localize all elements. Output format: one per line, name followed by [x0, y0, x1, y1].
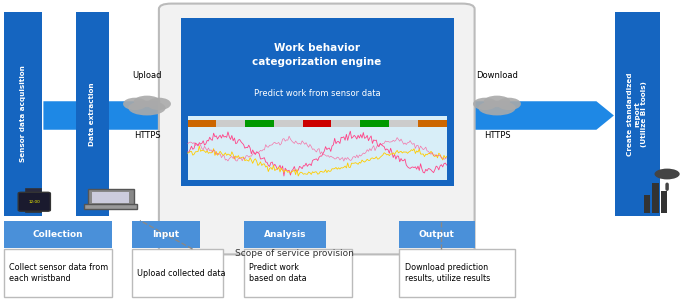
FancyBboxPatch shape — [661, 190, 667, 213]
FancyBboxPatch shape — [88, 189, 134, 205]
Text: Collect sensor data from
each wristband: Collect sensor data from each wristband — [9, 262, 108, 284]
FancyBboxPatch shape — [92, 192, 129, 203]
Text: Predict work
based on data: Predict work based on data — [249, 262, 307, 284]
Ellipse shape — [128, 100, 166, 116]
FancyBboxPatch shape — [652, 183, 659, 213]
FancyBboxPatch shape — [159, 4, 475, 254]
Text: HTTPS: HTTPS — [484, 130, 510, 140]
FancyBboxPatch shape — [188, 120, 216, 127]
FancyBboxPatch shape — [132, 249, 223, 297]
Text: Download prediction
results, utilize results: Download prediction results, utilize res… — [405, 262, 490, 284]
Circle shape — [654, 169, 680, 179]
Text: Download: Download — [476, 70, 518, 80]
FancyArrow shape — [43, 101, 614, 130]
Text: Collection: Collection — [32, 230, 83, 239]
Text: Input: Input — [153, 230, 179, 239]
Text: Scope of service provision: Scope of service provision — [234, 249, 354, 258]
FancyBboxPatch shape — [274, 120, 302, 127]
Ellipse shape — [473, 98, 497, 110]
Text: Create standardized
report
(Utilize BI tools): Create standardized report (Utilize BI t… — [627, 72, 648, 156]
FancyBboxPatch shape — [4, 12, 42, 216]
Ellipse shape — [497, 98, 521, 110]
FancyBboxPatch shape — [399, 249, 514, 297]
FancyBboxPatch shape — [245, 120, 274, 127]
Ellipse shape — [134, 96, 160, 107]
FancyBboxPatch shape — [389, 120, 418, 127]
FancyBboxPatch shape — [615, 12, 660, 216]
FancyBboxPatch shape — [418, 120, 447, 127]
Text: Work behavior
categorization engine: Work behavior categorization engine — [253, 44, 382, 67]
Text: Output: Output — [419, 230, 455, 239]
Ellipse shape — [123, 98, 147, 110]
Text: HTTPS: HTTPS — [134, 130, 160, 140]
FancyBboxPatch shape — [76, 12, 109, 216]
Text: Upload: Upload — [132, 70, 162, 80]
Ellipse shape — [484, 96, 510, 107]
Text: Predict work from sensor data: Predict work from sensor data — [254, 89, 380, 98]
FancyBboxPatch shape — [132, 221, 200, 248]
Text: Sensor data acquisition: Sensor data acquisition — [20, 66, 26, 162]
Text: Analysis: Analysis — [264, 230, 306, 239]
FancyBboxPatch shape — [4, 249, 112, 297]
Text: Upload collected data: Upload collected data — [137, 268, 225, 278]
Ellipse shape — [147, 98, 171, 110]
FancyBboxPatch shape — [188, 116, 447, 180]
FancyBboxPatch shape — [244, 249, 352, 297]
Text: Data extraction: Data extraction — [90, 82, 95, 146]
FancyBboxPatch shape — [644, 195, 650, 213]
FancyBboxPatch shape — [84, 204, 137, 208]
FancyBboxPatch shape — [25, 188, 41, 194]
Text: 12:00: 12:00 — [29, 200, 40, 204]
FancyBboxPatch shape — [399, 221, 475, 248]
FancyBboxPatch shape — [18, 192, 50, 211]
FancyBboxPatch shape — [302, 120, 332, 127]
FancyBboxPatch shape — [332, 120, 361, 127]
FancyBboxPatch shape — [360, 120, 389, 127]
FancyBboxPatch shape — [216, 120, 245, 127]
FancyBboxPatch shape — [25, 206, 41, 212]
Ellipse shape — [478, 100, 516, 116]
FancyBboxPatch shape — [4, 221, 112, 248]
FancyBboxPatch shape — [244, 221, 326, 248]
FancyBboxPatch shape — [181, 18, 454, 186]
